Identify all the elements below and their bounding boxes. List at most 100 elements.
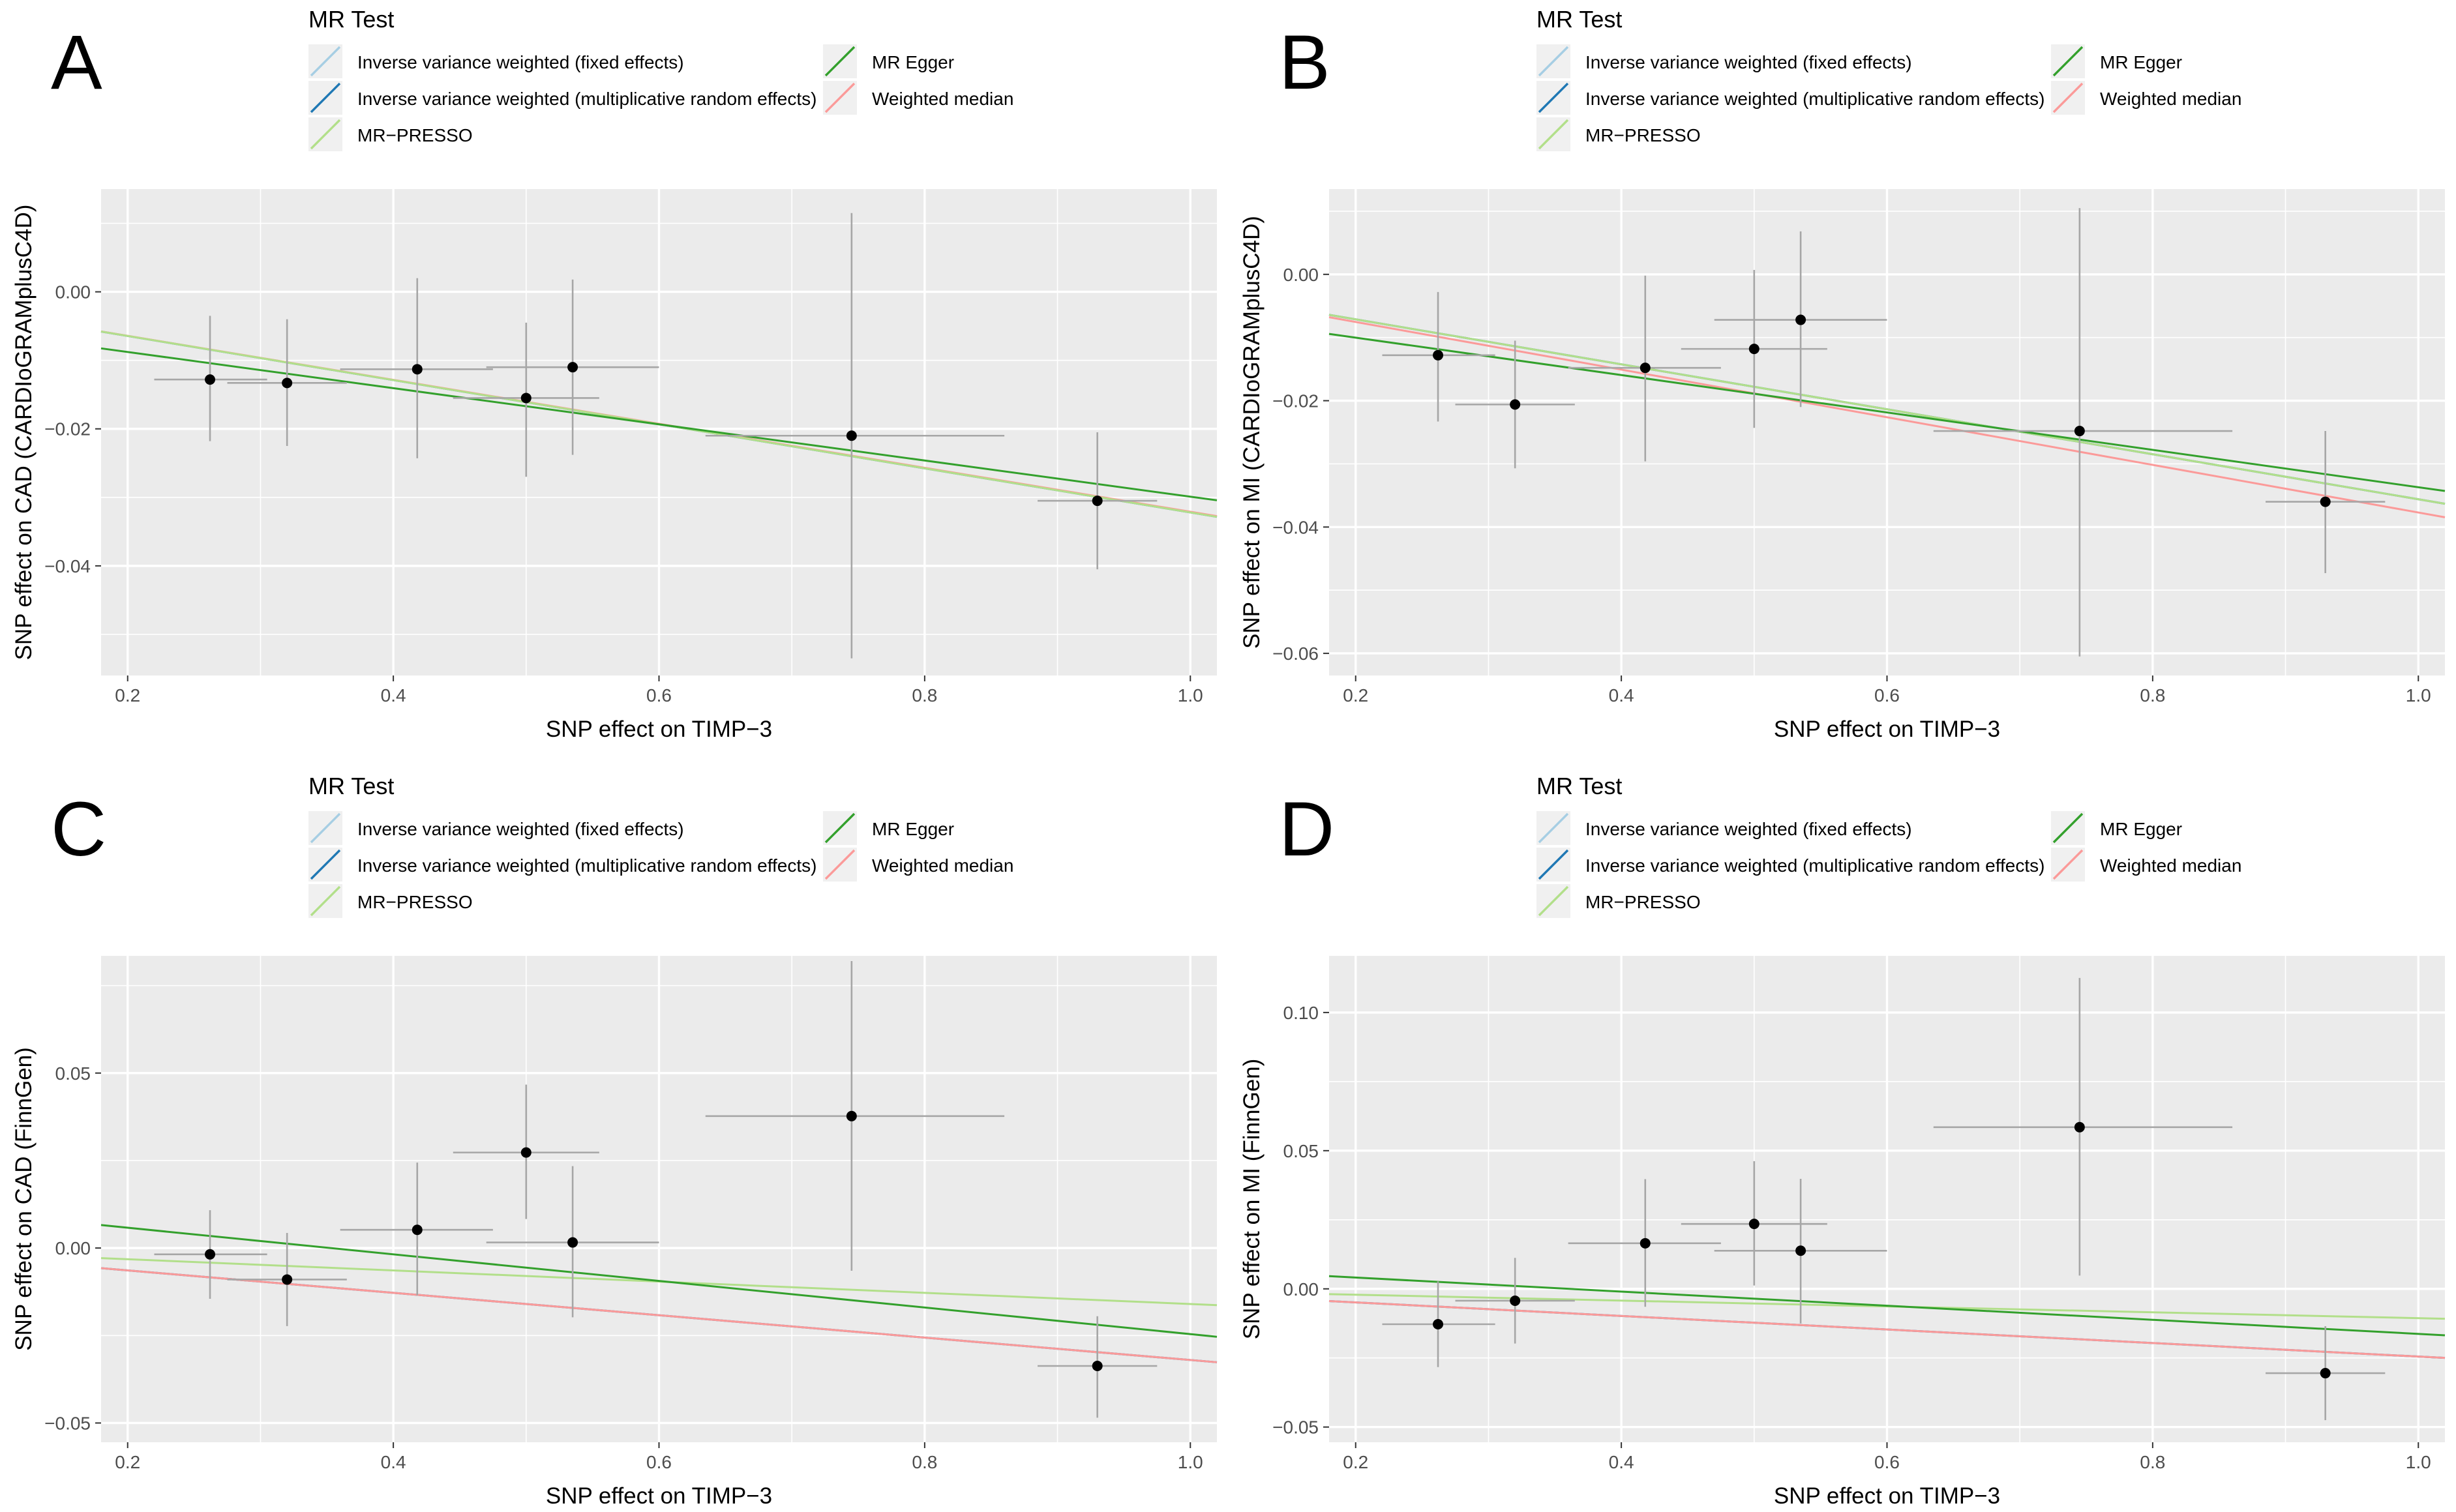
x-tick-label: 0.4 <box>1609 1452 1634 1472</box>
panel-label: A <box>51 20 102 106</box>
data-points <box>1382 208 2386 657</box>
x-tick-label: 1.0 <box>2406 685 2431 705</box>
x-tick-label: 0.8 <box>2140 1452 2165 1472</box>
y-tick-label: −0.06 <box>1272 644 1319 664</box>
x-axis: 0.2 0.4 0.6 0.8 1.0 <box>1343 1442 2431 1472</box>
data-points <box>154 961 1158 1418</box>
x-tick-label: 0.4 <box>1609 685 1634 705</box>
y-tick-label: −0.05 <box>1272 1417 1319 1438</box>
legend-key-line <box>1538 119 1569 150</box>
y-tick-label: 0.00 <box>1283 265 1319 285</box>
legend-item: Weighted median <box>823 81 1013 115</box>
legend: MR Test Inverse variance weighted (fixed … <box>308 6 1013 151</box>
data-point <box>1092 1361 1103 1372</box>
data-point <box>520 393 532 404</box>
y-axis-title: SNP effect on MI (FinnGen) <box>1239 1059 1265 1340</box>
data-points <box>1382 977 2386 1421</box>
grid <box>1329 956 2445 1442</box>
legend-item: Weighted median <box>823 848 1013 882</box>
data-points <box>154 213 1158 659</box>
data-point <box>520 1147 532 1158</box>
legend-item: Weighted median <box>2051 81 2241 115</box>
x-axis: 0.2 0.4 0.6 0.8 1.0 <box>1343 675 2431 705</box>
legend-key-line <box>310 885 341 917</box>
y-tick-label: −0.02 <box>1272 391 1319 411</box>
data-point <box>1748 344 1760 355</box>
panel-label: D <box>1279 786 1334 872</box>
legend-label: MR Egger <box>872 819 954 839</box>
data-point <box>567 362 578 373</box>
x-tick-label: 0.4 <box>381 685 406 705</box>
legend-item: Inverse variance weighted (fixed effects… <box>1536 44 1912 78</box>
y-axis: 0.00 −0.02 −0.04 −0.06 <box>1272 265 1329 664</box>
legend-item: MR−PRESSO <box>308 117 473 151</box>
legend: MR Test Inverse variance weighted (fixed … <box>1536 6 2241 151</box>
y-tick-label: 0.10 <box>1283 1003 1319 1023</box>
legend-item: MR Egger <box>2051 811 2182 845</box>
y-tick-label: 0.00 <box>55 282 91 303</box>
legend-key-line <box>310 119 341 150</box>
data-point <box>412 364 423 375</box>
legend-item: MR Egger <box>2051 44 2182 78</box>
chart-panel-d: D MR Test Inverse variance weighted (fixed… <box>1239 773 2446 1509</box>
legend-item: MR−PRESSO <box>1536 117 1701 151</box>
legend-key-line <box>310 812 341 844</box>
legend-key-line <box>1538 82 1569 113</box>
legend-title: MR Test <box>1536 6 1622 33</box>
legend-item: Inverse variance weighted (multiplicativ… <box>308 848 816 882</box>
legend-label: Weighted median <box>872 855 1013 876</box>
legend-key-line <box>310 46 341 77</box>
chart-panel-c: C MR Test Inverse variance weighted (fixed… <box>11 773 1218 1509</box>
legend-label: Weighted median <box>872 89 1013 109</box>
legend-key-line <box>1538 885 1569 917</box>
legend-label: Inverse variance weighted (multiplicativ… <box>357 89 816 109</box>
legend-label: Inverse variance weighted (multiplicativ… <box>1585 89 2044 109</box>
data-point <box>567 1237 578 1248</box>
x-tick-label: 0.6 <box>1874 685 1900 705</box>
legend-key-line <box>824 812 856 844</box>
x-tick-label: 0.2 <box>115 1452 140 1472</box>
x-axis: 0.2 0.4 0.6 0.8 1.0 <box>115 675 1203 705</box>
x-tick-label: 0.8 <box>912 685 937 705</box>
data-point <box>1640 363 1651 374</box>
data-point <box>1748 1219 1760 1230</box>
legend-item: Inverse variance weighted (multiplicativ… <box>1536 848 2044 882</box>
legend-key-line <box>2052 46 2084 77</box>
legend-key-line <box>1538 46 1569 77</box>
legend: MR Test Inverse variance weighted (fixed … <box>1536 773 2241 918</box>
data-point <box>1510 399 1521 410</box>
data-point <box>1433 349 1444 361</box>
data-point <box>1092 496 1103 507</box>
legend-title: MR Test <box>308 6 394 33</box>
data-point <box>846 430 857 441</box>
y-tick-label: 0.05 <box>55 1063 91 1084</box>
x-tick-label: 1.0 <box>1178 1452 1203 1472</box>
x-axis-title: SNP effect on TIMP−3 <box>1774 1483 2000 1509</box>
legend-label: MR Egger <box>2100 52 2182 72</box>
legend-item: Inverse variance weighted (multiplicativ… <box>308 81 816 115</box>
y-axis: 0.00 −0.02 −0.04 <box>44 282 101 576</box>
legend-label: Inverse variance weighted (multiplicativ… <box>1585 855 2044 876</box>
y-tick-label: 0.00 <box>55 1238 91 1258</box>
legend-item: MR−PRESSO <box>1536 884 1701 918</box>
legend-key-line <box>1538 849 1569 880</box>
legend-item: MR Egger <box>823 811 954 845</box>
chart-panel-a: A MR Test Inverse variance weighted (fixed… <box>11 6 1218 742</box>
data-point <box>1640 1238 1651 1249</box>
legend-item: Weighted median <box>2051 848 2241 882</box>
y-axis-title: SNP effect on CAD (FinnGen) <box>11 1047 37 1351</box>
data-point <box>412 1224 423 1236</box>
y-axis: 0.10 0.05 0.00 −0.05 <box>1272 1003 1329 1438</box>
x-tick-label: 0.4 <box>381 1452 406 1472</box>
panel-label: C <box>51 786 106 872</box>
legend-label: MR−PRESSO <box>1585 125 1701 145</box>
legend-key-line <box>2052 849 2084 880</box>
panel-label: B <box>1279 20 1330 106</box>
y-axis-title: SNP effect on CAD (CARDIoGRAMplusC4D) <box>11 205 37 660</box>
legend-label: Weighted median <box>2100 89 2241 109</box>
x-axis: 0.2 0.4 0.6 0.8 1.0 <box>115 1442 1203 1472</box>
legend-item: Inverse variance weighted (fixed effects… <box>1536 811 1912 845</box>
legend-key-line <box>2052 82 2084 113</box>
legend-label: MR−PRESSO <box>357 892 473 912</box>
legend-label: Inverse variance weighted (fixed effects… <box>1585 52 1912 72</box>
